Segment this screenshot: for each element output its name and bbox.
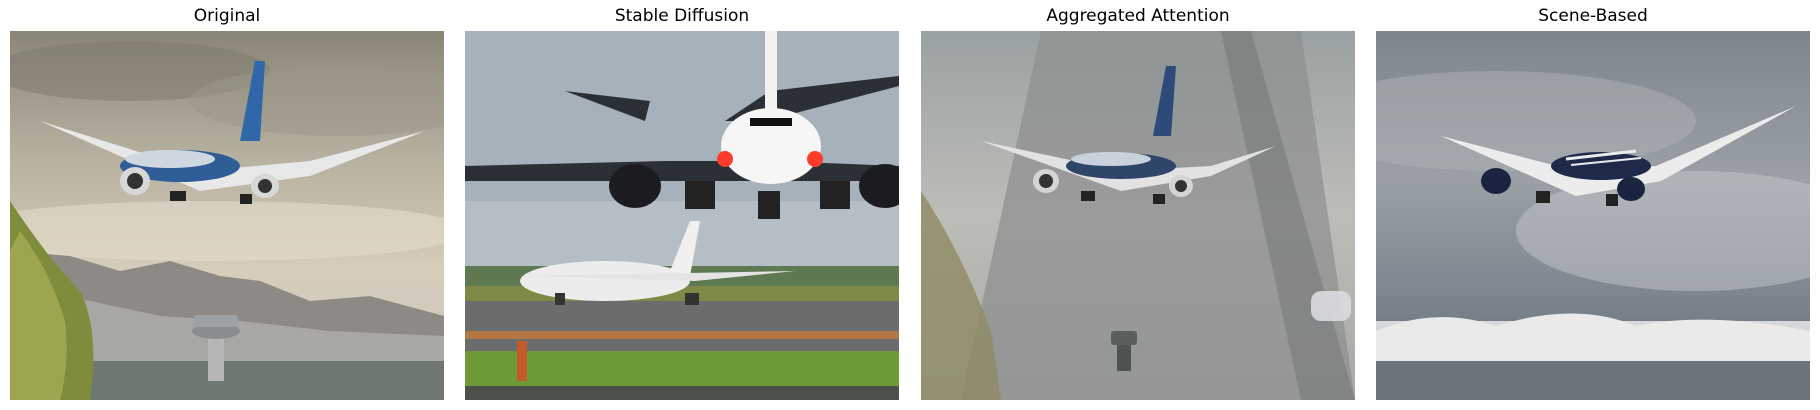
airplane-above-clouds-image xyxy=(1376,31,1810,400)
panel-original: Original xyxy=(10,0,444,410)
panel-title: Aggregated Attention xyxy=(1046,6,1230,26)
panel-scene-based: Scene-Based xyxy=(1376,0,1810,410)
aggregated-attention-image xyxy=(921,31,1355,400)
original-image xyxy=(10,31,444,400)
airplane-front-view-image xyxy=(465,31,899,400)
panel-aggregated-attention: Aggregated Attention xyxy=(921,0,1355,410)
stable-diffusion-image xyxy=(465,31,899,400)
panel-title: Scene-Based xyxy=(1538,6,1648,26)
panel-title: Stable Diffusion xyxy=(614,6,750,26)
panel-stable-diffusion: Stable Diffusion xyxy=(465,0,899,410)
panel-title: Original xyxy=(193,6,261,26)
scene-based-image xyxy=(1376,31,1810,400)
airplane-over-runway-image xyxy=(921,31,1355,400)
airplane-over-mountains-image xyxy=(10,31,444,400)
